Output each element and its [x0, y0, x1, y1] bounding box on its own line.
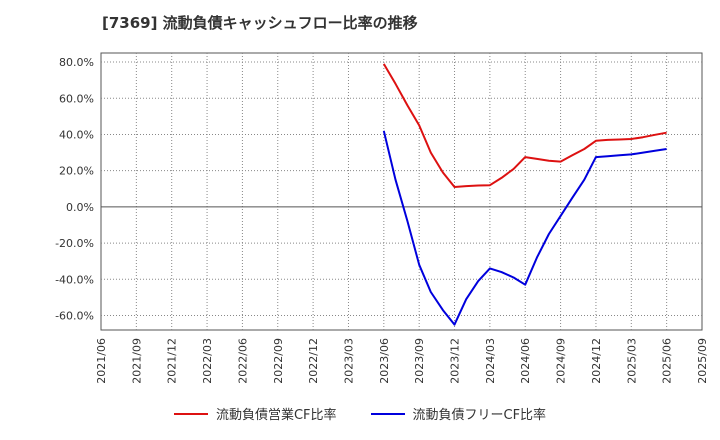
x-tick-label: 2025/03 [625, 338, 638, 384]
x-tick-label: 2023/06 [378, 338, 391, 384]
x-tick-label: 2021/06 [95, 338, 108, 384]
y-tick-label: -20.0% [55, 237, 94, 250]
series-line-1 [382, 130, 667, 326]
legend-swatch-operating-cf [173, 412, 208, 415]
x-tick-label: 2024/12 [590, 338, 603, 384]
x-tick-label: 2025/06 [661, 338, 674, 384]
y-tick-label: 80.0% [59, 56, 94, 69]
legend-item-free-cf: 流動負債フリーCF比率 [370, 404, 547, 423]
x-tick-label: 2023/12 [449, 338, 462, 384]
chart-title: [7369] 流動負債キャッシュフロー比率の推移 [102, 14, 418, 32]
legend: 流動負債営業CF比率 流動負債フリーCF比率 [0, 404, 720, 423]
x-tick-label: 2023/03 [342, 338, 355, 384]
x-tick-label: 2022/09 [272, 338, 285, 384]
series-lines [382, 63, 667, 326]
x-tick-label: 2024/09 [555, 338, 568, 384]
x-tick-label: 2024/03 [484, 338, 497, 384]
x-tick-label: 2021/09 [130, 338, 143, 384]
x-tick-label: 2022/03 [201, 338, 214, 384]
legend-swatch-free-cf [370, 412, 405, 415]
legend-label-free-cf: 流動負債フリーCF比率 [412, 408, 547, 423]
x-tick-label: 2022/06 [236, 338, 249, 384]
x-tick-label: 2021/12 [166, 338, 179, 384]
y-tick-label: 20.0% [59, 165, 94, 178]
x-axis-ticks: 2021/06 2021/09 2021/12 2022/03 2022/06 2022/… [95, 338, 709, 384]
legend-label-operating-cf: 流動負債営業CF比率 [215, 408, 337, 423]
y-tick-label: 40.0% [59, 128, 94, 141]
y-tick-label: -40.0% [55, 273, 94, 286]
y-axis-ticks: 80.0% 60.0% 40.0% 20.0% 0.0% -20.0% -40.0% -60.… [55, 56, 94, 322]
x-tick-label: 2024/06 [519, 338, 532, 384]
x-tick-label: 2023/09 [413, 338, 426, 384]
plot-area [100, 52, 703, 331]
series-line-0 [382, 63, 667, 188]
y-tick-label: 60.0% [59, 92, 94, 105]
legend-item-operating-cf: 流動負債営業CF比率 [173, 404, 337, 423]
x-tick-label: 2022/12 [307, 338, 320, 384]
y-tick-label: 0.0% [66, 201, 94, 214]
x-tick-label: 2025/09 [696, 338, 709, 384]
y-tick-label: -60.0% [55, 310, 94, 323]
grid-lines [101, 53, 702, 330]
